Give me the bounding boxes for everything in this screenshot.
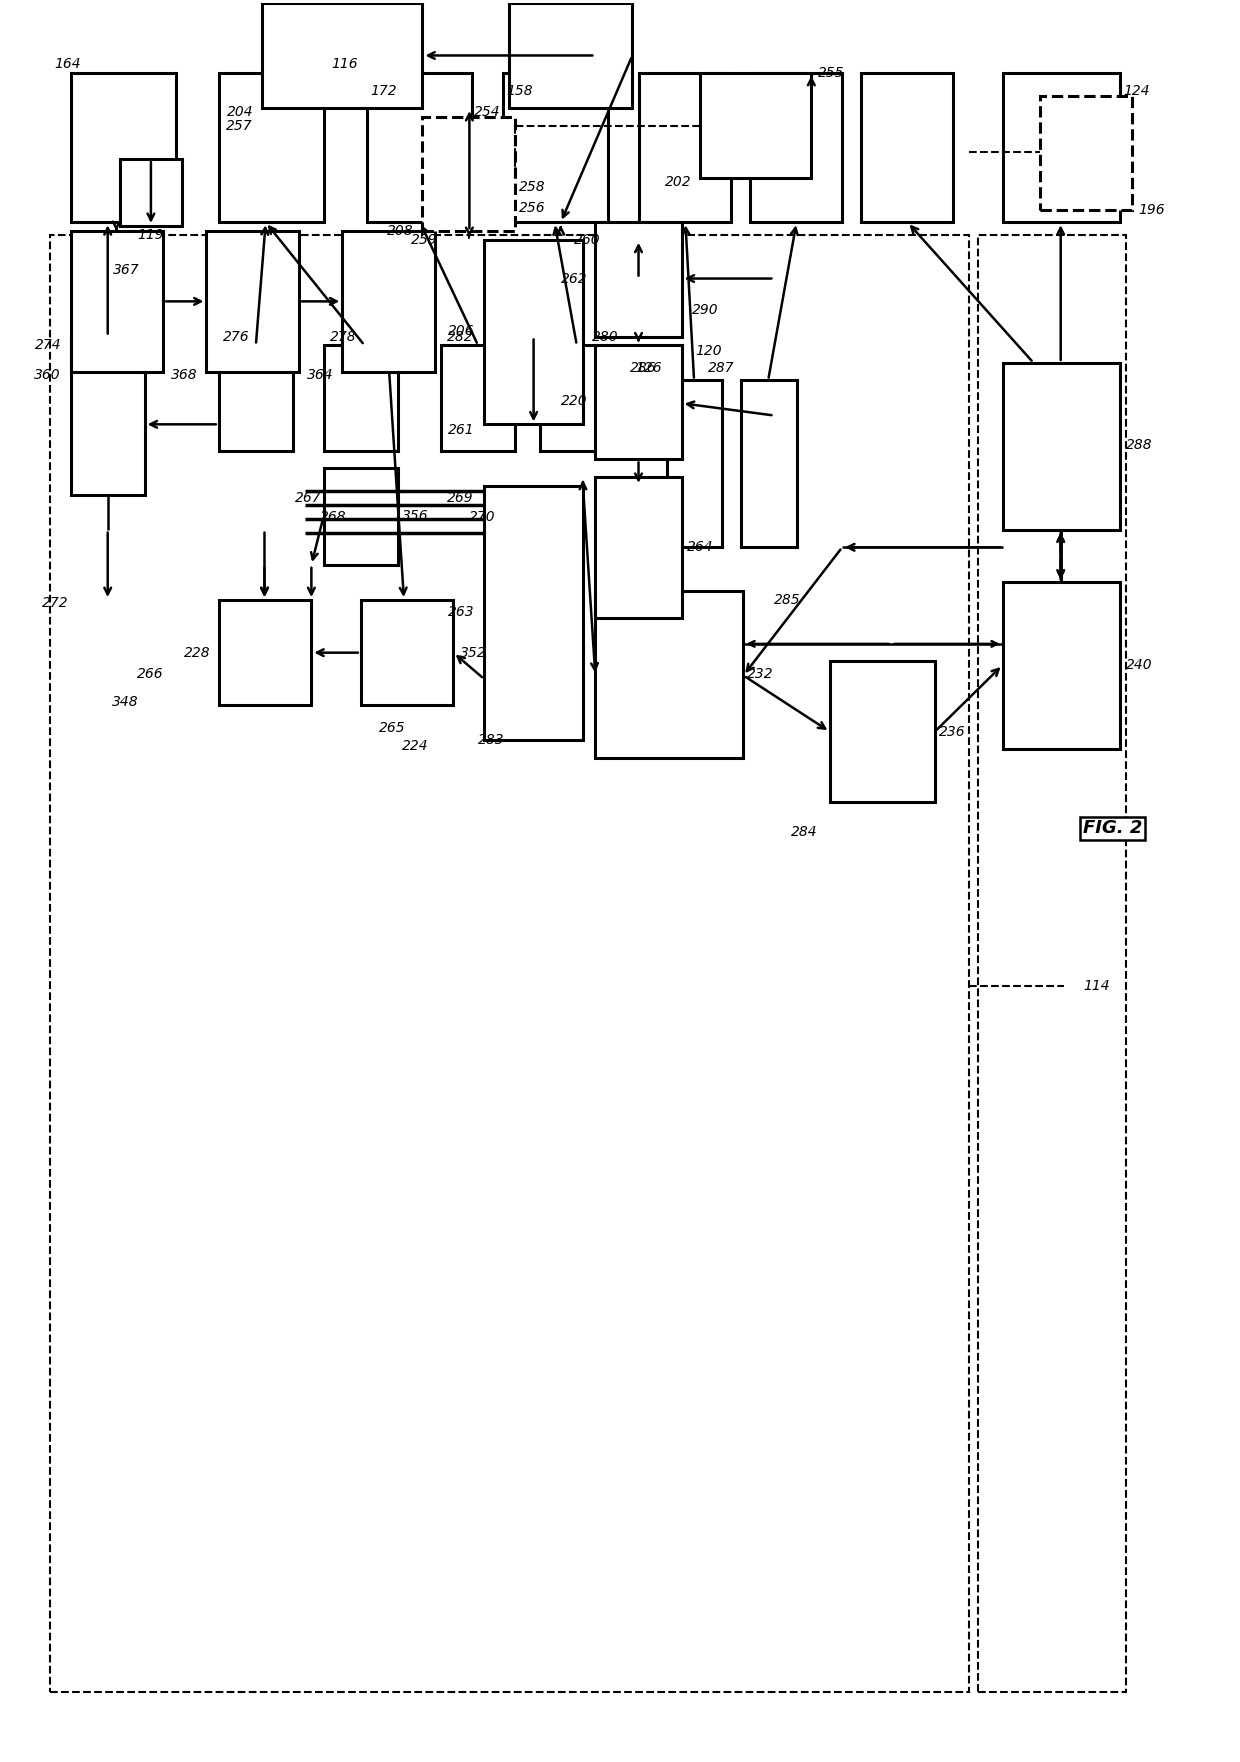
Text: 257: 257 <box>226 118 252 132</box>
Bar <box>262 4 423 107</box>
Text: 288: 288 <box>1126 439 1153 453</box>
Bar <box>595 222 682 337</box>
Text: 286: 286 <box>630 361 657 375</box>
Text: 356: 356 <box>402 509 428 523</box>
Bar <box>207 231 299 372</box>
Bar <box>830 661 935 802</box>
Bar <box>1003 583 1120 749</box>
Bar <box>861 72 954 222</box>
Text: 124: 124 <box>1123 83 1151 97</box>
Bar <box>539 345 614 451</box>
Text: 220: 220 <box>562 395 588 409</box>
Text: 367: 367 <box>113 263 139 277</box>
Bar <box>441 345 515 451</box>
Bar <box>978 234 1126 1693</box>
Text: 269: 269 <box>448 492 474 506</box>
Bar <box>218 601 311 705</box>
Bar <box>218 72 324 222</box>
Text: 278: 278 <box>330 329 357 344</box>
Bar <box>71 337 145 495</box>
Text: 274: 274 <box>36 338 62 352</box>
Bar <box>367 72 472 222</box>
Text: 120: 120 <box>696 344 722 358</box>
Text: 280: 280 <box>593 329 619 344</box>
Text: 290: 290 <box>692 303 718 317</box>
Text: 267: 267 <box>295 492 322 506</box>
Bar <box>595 478 682 617</box>
Text: 208: 208 <box>387 224 414 238</box>
Text: 263: 263 <box>448 606 475 618</box>
Text: 368: 368 <box>171 368 198 382</box>
Bar <box>71 72 176 222</box>
Text: 270: 270 <box>470 511 496 525</box>
Text: 206: 206 <box>448 324 475 338</box>
Text: 264: 264 <box>687 541 713 555</box>
Text: 283: 283 <box>479 733 505 747</box>
Text: 348: 348 <box>112 694 139 708</box>
Bar <box>484 240 583 425</box>
Text: 352: 352 <box>460 645 486 659</box>
Text: 266: 266 <box>136 666 164 680</box>
Bar <box>701 72 811 178</box>
Text: 284: 284 <box>791 825 817 839</box>
Text: 196: 196 <box>1138 203 1166 217</box>
Bar <box>750 72 842 222</box>
Text: 285: 285 <box>774 594 801 606</box>
Text: 202: 202 <box>665 174 692 189</box>
Text: 255: 255 <box>817 65 844 79</box>
Text: 116: 116 <box>331 56 358 70</box>
Text: 158: 158 <box>506 83 533 97</box>
Text: 204: 204 <box>227 104 253 118</box>
Text: 276: 276 <box>222 329 249 344</box>
Text: 261: 261 <box>448 423 475 437</box>
Bar <box>218 345 293 451</box>
Bar <box>50 234 970 1693</box>
Text: 126: 126 <box>635 361 662 375</box>
Bar <box>502 72 608 222</box>
Text: FIG. 2: FIG. 2 <box>1083 819 1142 837</box>
Text: 119: 119 <box>138 227 164 241</box>
Bar <box>742 381 796 548</box>
Text: 258: 258 <box>518 180 546 194</box>
Text: 268: 268 <box>320 511 347 525</box>
Bar <box>1003 363 1120 530</box>
Bar <box>1003 72 1120 222</box>
Bar <box>361 601 454 705</box>
Text: 260: 260 <box>574 233 601 247</box>
Text: 236: 236 <box>939 724 965 738</box>
Bar <box>1039 95 1132 210</box>
Text: 287: 287 <box>708 361 735 375</box>
Bar <box>484 486 583 740</box>
Bar <box>423 116 515 231</box>
Text: 256: 256 <box>518 201 546 215</box>
Text: 265: 265 <box>379 721 405 735</box>
Bar <box>324 345 398 451</box>
Text: 228: 228 <box>184 645 210 659</box>
Text: 360: 360 <box>35 368 61 382</box>
Bar <box>508 4 632 107</box>
Bar <box>595 592 744 758</box>
Text: 254: 254 <box>474 104 500 118</box>
Text: 282: 282 <box>448 329 474 344</box>
Text: 272: 272 <box>42 597 69 610</box>
Text: 114: 114 <box>1083 980 1110 994</box>
Bar <box>120 159 182 226</box>
Text: 172: 172 <box>371 83 397 97</box>
Bar <box>595 345 682 460</box>
Text: 224: 224 <box>402 738 428 752</box>
Bar <box>342 231 435 372</box>
Bar <box>639 72 732 222</box>
Text: 232: 232 <box>748 666 774 680</box>
Bar <box>667 381 723 548</box>
Text: 262: 262 <box>562 271 588 285</box>
Bar <box>324 469 398 566</box>
Text: 240: 240 <box>1126 657 1153 671</box>
Text: 164: 164 <box>55 56 82 70</box>
Bar <box>71 231 164 372</box>
Text: 259: 259 <box>410 233 438 247</box>
Text: 364: 364 <box>308 368 334 382</box>
